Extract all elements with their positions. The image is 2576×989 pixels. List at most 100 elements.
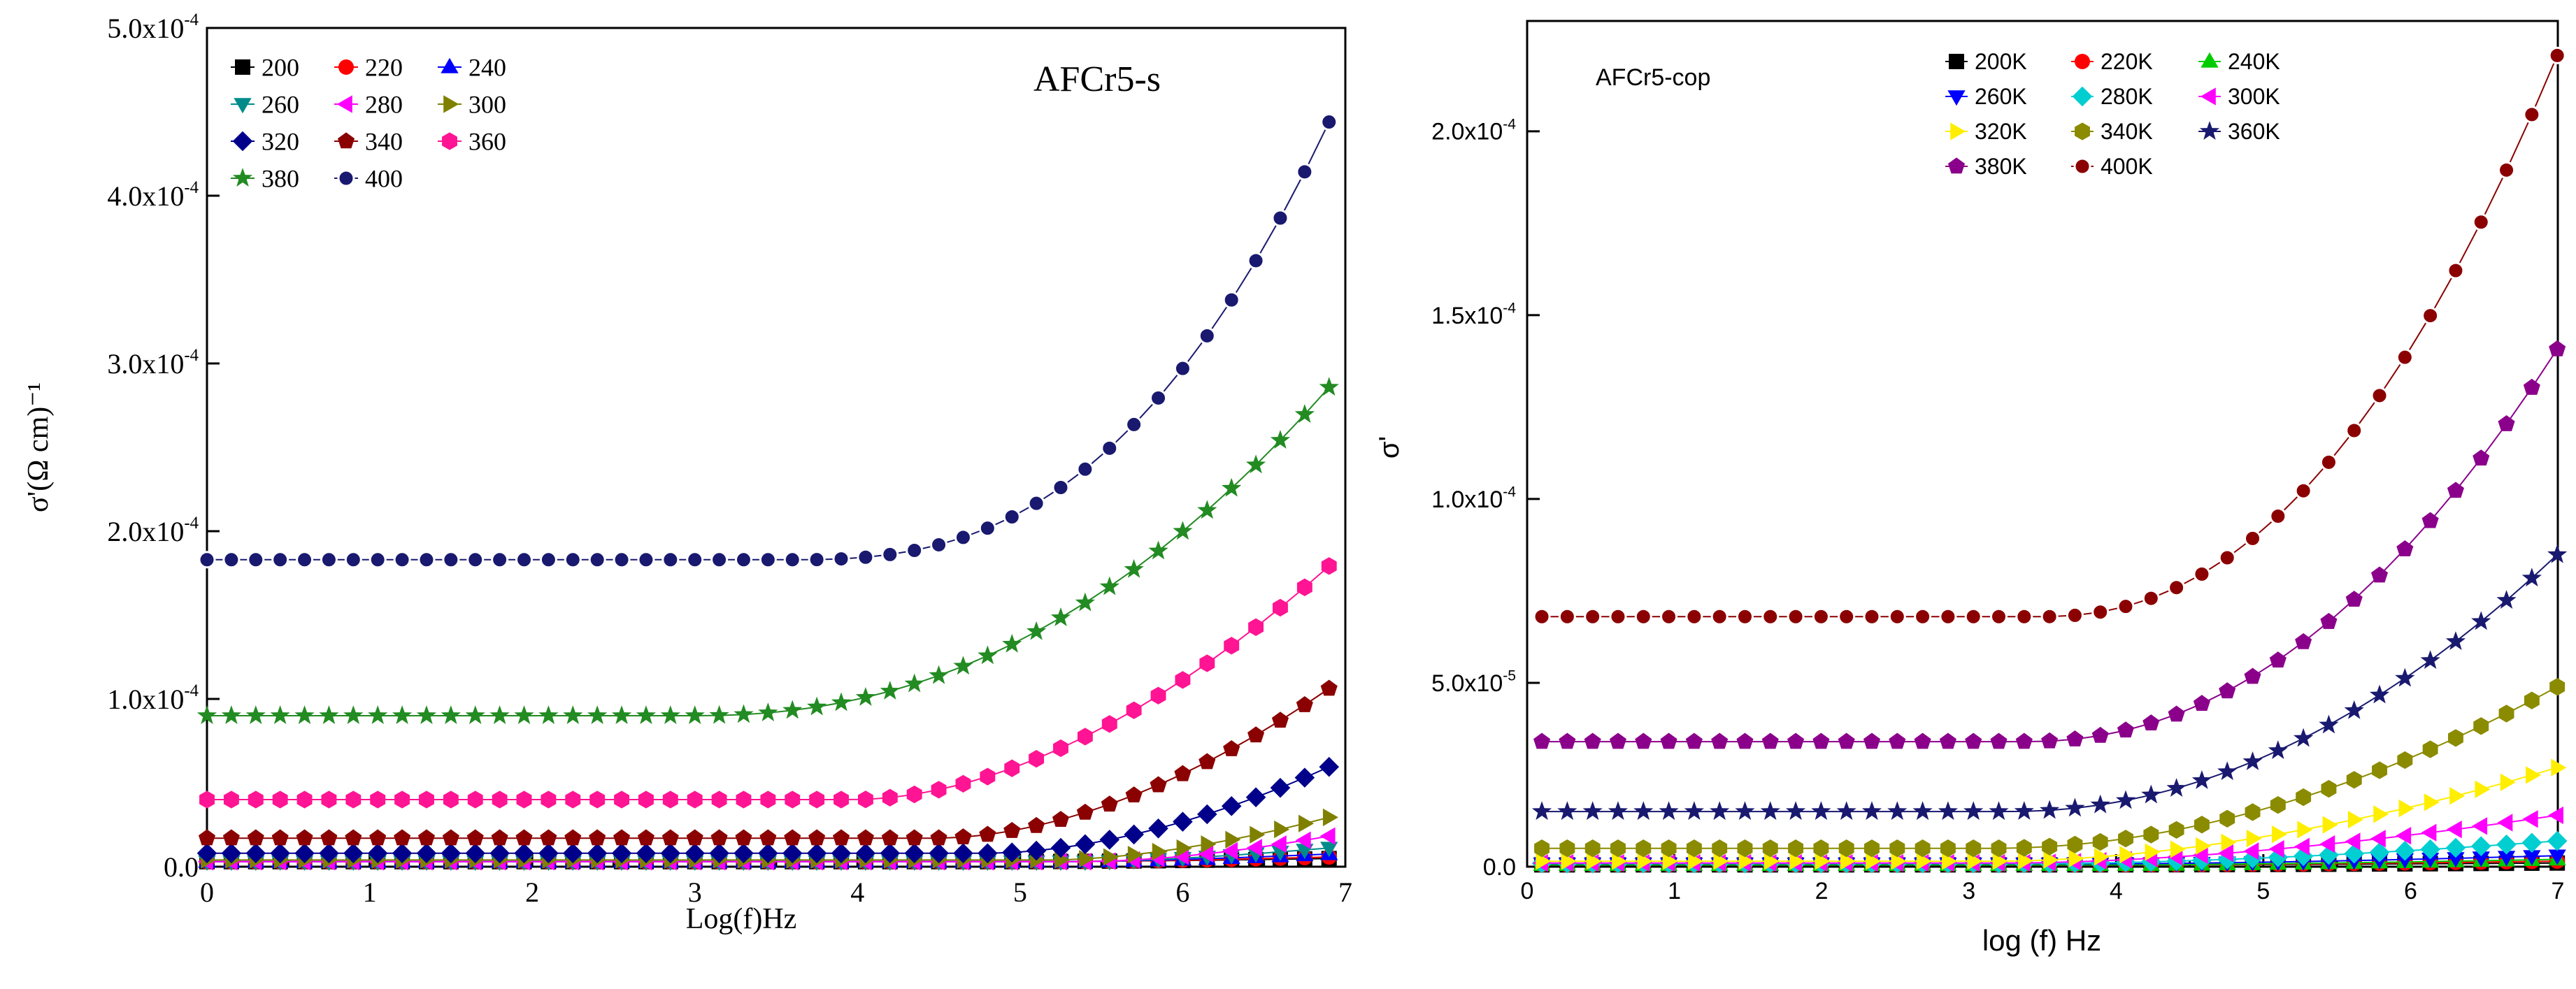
legend-item-380K: 380K [1945, 154, 2027, 179]
data-point [270, 705, 290, 725]
data-point [1197, 804, 1217, 825]
data-point [1126, 701, 1142, 719]
data-point [294, 843, 315, 864]
data-point [1584, 839, 1601, 858]
data-point [1914, 607, 1932, 626]
legend-label: 320K [1975, 119, 2027, 144]
data-point [1861, 801, 1882, 821]
legend-marker [234, 98, 252, 114]
data-point [1789, 852, 1805, 870]
legend-item-200: 200 [231, 54, 299, 82]
data-point [196, 843, 217, 864]
data-point [806, 843, 827, 864]
y-tick-label: 1.0x10-4 [1431, 484, 1516, 513]
data-point [442, 551, 460, 569]
legend-item-400K: 400K [2071, 154, 2153, 179]
data-point [1992, 852, 2008, 870]
data-point [1586, 852, 1602, 870]
data-point [271, 829, 289, 846]
data-point [2396, 853, 2414, 869]
legend-label: 200 [262, 54, 299, 82]
y-tick-label: 5.0x10-5 [1431, 668, 1516, 697]
data-point [1990, 607, 2008, 626]
legend-marker [1947, 90, 1966, 106]
data-point [1099, 830, 1120, 850]
x-tick-label: 5 [1013, 876, 1027, 908]
data-point [1026, 621, 1047, 640]
data-point [2522, 810, 2538, 828]
data-point [1688, 852, 1704, 870]
data-point [906, 829, 923, 846]
data-point [394, 791, 410, 809]
legend-item-360K: 360K [2198, 119, 2280, 144]
legend-item-320K: 320K [1945, 119, 2027, 144]
data-point [2294, 837, 2310, 856]
data-point [2145, 843, 2161, 861]
data-point [2395, 841, 2415, 861]
data-point [368, 705, 388, 725]
data-point [2272, 825, 2288, 844]
legend-marker [2073, 157, 2091, 175]
data-point [1150, 389, 1168, 407]
data-point [2547, 544, 2568, 563]
data-point [2319, 835, 2335, 853]
data-point [2245, 803, 2261, 821]
data-point [2221, 833, 2237, 851]
data-point [1609, 607, 1627, 626]
data-point [1029, 749, 1045, 768]
data-point [2244, 529, 2262, 547]
data-point [2395, 667, 2415, 687]
data-point [978, 843, 998, 864]
x-tick-label: 2 [525, 876, 539, 908]
data-point [2014, 801, 2034, 820]
data-point [978, 645, 998, 665]
legend-item-300K: 300K [2198, 84, 2280, 109]
data-point [1075, 592, 1096, 612]
data-point [222, 829, 240, 846]
legend-item-340: 340 [334, 128, 403, 156]
data-point [270, 843, 290, 864]
data-point [2473, 449, 2490, 466]
data-point [686, 829, 703, 846]
data-point [1246, 839, 1262, 857]
data-point [734, 551, 752, 569]
data-point [2040, 607, 2059, 626]
data-point [1273, 598, 1288, 617]
legend-label: 280K [2101, 84, 2153, 109]
data-point [1101, 439, 1119, 457]
axis-ticks-right: 0 1 2 3 4 5 6 7 0.0 5.0x10-5 1.0x10-4 1.5x10-4 2.0x1… [1431, 116, 2564, 904]
data-point [2548, 46, 2566, 64]
data-point [1914, 732, 1931, 749]
series-layer-left [196, 113, 1340, 871]
data-point [1321, 557, 1337, 575]
legend-right: 200K 220K 240K 260K 280K 300K 320K 340K 360K 380K… [1945, 49, 2280, 179]
series-line-360 [207, 565, 1330, 800]
data-point [1050, 837, 1071, 858]
data-point [2548, 849, 2566, 865]
legend-label: 260 [262, 91, 299, 119]
data-point [1222, 842, 1238, 860]
legend-label: 380K [1975, 154, 2027, 179]
data-point [1710, 607, 1729, 626]
data-point [882, 788, 898, 807]
data-point [417, 551, 436, 569]
data-point [1294, 404, 1315, 423]
data-point [2041, 732, 2059, 749]
data-point [758, 702, 778, 721]
y-tick-label: 2.0x10-4 [1431, 116, 1516, 145]
data-point [1294, 767, 1315, 788]
data-point [489, 705, 510, 725]
legend-marker [337, 132, 355, 149]
data-point [1075, 834, 1096, 855]
data-point [1533, 732, 1551, 749]
data-point [1582, 801, 1603, 821]
data-point [613, 551, 631, 569]
legend-marker [2075, 122, 2090, 140]
data-point [2294, 482, 2312, 500]
legend-label: 400K [2101, 154, 2153, 179]
data-point [734, 704, 754, 723]
data-point [2142, 589, 2160, 607]
data-point [369, 829, 387, 846]
data-point [906, 542, 924, 560]
data-point [1173, 811, 1193, 832]
